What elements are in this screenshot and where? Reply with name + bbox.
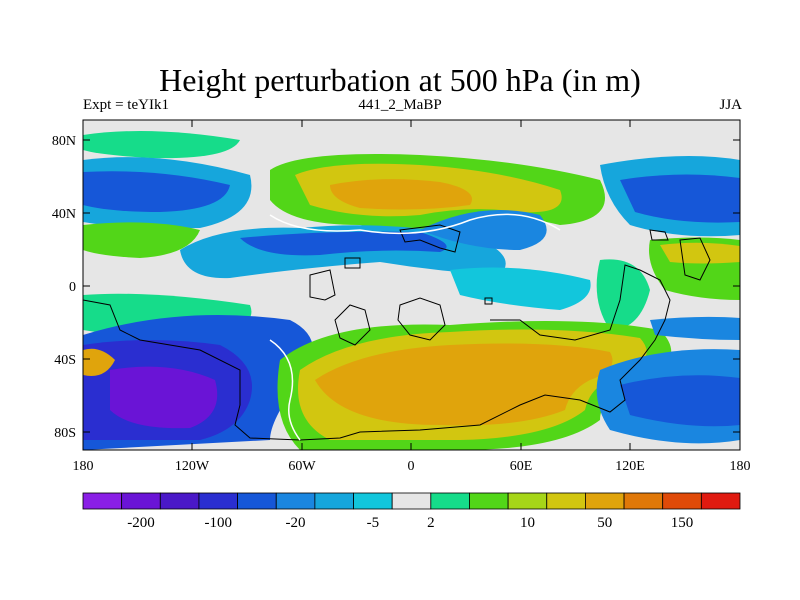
colorbar-swatch (469, 492, 509, 510)
colorbar-swatch (314, 492, 354, 510)
lon-label-180w: 180 (73, 459, 94, 474)
colorbar-label: -5 (367, 515, 380, 531)
contour-region (620, 375, 740, 427)
coastlines (83, 224, 711, 441)
lon-label-0: 0 (408, 459, 415, 474)
coastline (309, 269, 336, 301)
lat-label-40n: 40N (52, 207, 76, 222)
coastline (679, 237, 711, 281)
colorbar-label: 10 (520, 515, 535, 531)
contour-region (83, 222, 200, 258)
coastline (649, 229, 669, 241)
lat-label-80s: 80S (54, 426, 76, 441)
colorbar-labels: -200 -100 -20 -5 2 10 50 150 (127, 515, 693, 531)
colorbar-swatch (700, 492, 741, 510)
contour-region (596, 259, 650, 330)
colorbar-label: 2 (427, 515, 435, 531)
lat-label-40s: 40S (54, 353, 76, 368)
contour-field (83, 120, 740, 450)
contour-region (83, 131, 240, 159)
lon-ticks (82, 120, 631, 450)
zero-contours (269, 213, 561, 441)
contour-region (420, 210, 547, 250)
colorbar-swatch (507, 492, 548, 510)
coastline (344, 257, 361, 269)
colorbar-label: -100 (205, 515, 233, 531)
colorbar-swatch (353, 492, 393, 510)
colorbar (82, 492, 741, 510)
colorbar-swatch (82, 492, 123, 510)
coastline (334, 304, 371, 346)
colorbar-swatch (237, 492, 277, 510)
contour-region (620, 174, 740, 223)
map-title: Height perturbation at 500 hPa (in m) (159, 62, 641, 98)
colorbar-swatch (430, 492, 470, 510)
season-label: JJA (719, 97, 742, 113)
lon-label-60e: 60E (510, 459, 533, 474)
coastline (399, 224, 461, 253)
colorbar-label: 50 (597, 515, 612, 531)
colorbar-swatch (275, 492, 316, 510)
lon-label-120w: 120W (175, 459, 210, 474)
colorbar-label: 150 (671, 515, 694, 531)
colorbar-swatch (391, 492, 432, 510)
contour-region (660, 242, 740, 264)
experiment-label: Expt = teYIk1 (83, 97, 169, 113)
contour-region (83, 348, 115, 376)
lat-label-0: 0 (69, 280, 76, 295)
coastline (484, 297, 493, 305)
contour-region (83, 171, 230, 212)
contour-line (269, 339, 301, 441)
colorbar-swatch (546, 492, 586, 510)
contour-region (315, 343, 613, 426)
colorbar-swatch (623, 492, 664, 510)
run-label: 441_2_MaBP (358, 97, 442, 113)
contour-region (110, 366, 218, 429)
lon-label-180e: 180 (730, 459, 751, 474)
colorbar-swatch (121, 492, 161, 510)
colorbar-swatch (159, 492, 200, 510)
contour-region (240, 231, 447, 256)
lat-label-80n: 80N (52, 134, 76, 149)
colorbar-swatch (198, 492, 238, 510)
lon-label-60w: 60W (288, 459, 316, 474)
coastline (397, 297, 446, 341)
contour-region (330, 179, 472, 210)
lat-ticks (83, 139, 740, 433)
colorbar-label: -20 (286, 515, 306, 531)
colorbar-swatch (662, 492, 702, 510)
colorbar-label: -200 (127, 515, 155, 531)
lon-label-120e: 120E (615, 459, 645, 474)
contour-line (269, 213, 561, 235)
colorbar-swatch (585, 492, 625, 510)
contour-region (650, 316, 740, 340)
coastline (83, 264, 671, 441)
